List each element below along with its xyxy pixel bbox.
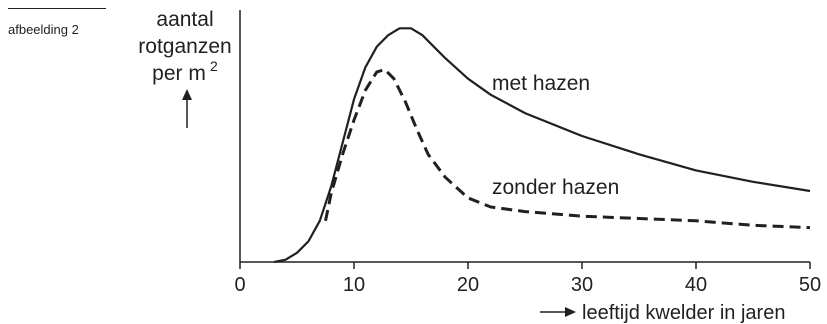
- chart-axes: 0 10 20 30 40 50: [234, 10, 821, 296]
- series-met-hazen: [273, 27, 811, 264]
- x-axis-arrow-head: [565, 307, 576, 317]
- chart-series: [273, 27, 811, 264]
- y-axis-label-line: aantal: [156, 8, 213, 31]
- x-tick-label: 0: [234, 274, 245, 296]
- series-label: zonder hazen: [492, 176, 619, 199]
- y-axis-label-line: rotganzen: [138, 35, 231, 58]
- figure-caption: afbeelding 2: [8, 22, 79, 37]
- caption-rule: [8, 8, 106, 9]
- x-tick-label: 30: [571, 274, 593, 296]
- x-tick-label: 10: [343, 274, 365, 296]
- chart-labels: met hazen zonder hazen aantal rotganzen per …: [138, 8, 785, 324]
- series-zonder-hazen: [324, 68, 811, 230]
- y-axis-label-line: per m: [152, 62, 206, 85]
- x-axis-label: leeftijd kwelder in jaren: [582, 302, 785, 324]
- x-tick-label: 50: [799, 274, 821, 296]
- series-label: met hazen: [492, 72, 590, 95]
- y-axis-label-superscript: 2: [210, 58, 218, 74]
- x-tick-label: 40: [685, 274, 707, 296]
- y-axis-arrow-head: [182, 89, 192, 100]
- x-tick-label: 20: [457, 274, 479, 296]
